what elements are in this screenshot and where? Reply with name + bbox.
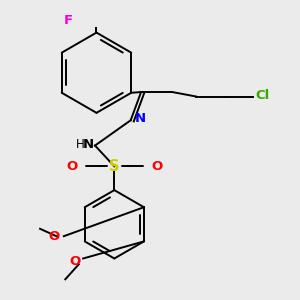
- Text: O: O: [66, 160, 77, 173]
- Text: N: N: [82, 138, 94, 151]
- Text: O: O: [152, 160, 163, 173]
- Text: S: S: [109, 159, 120, 174]
- Text: H: H: [76, 138, 85, 151]
- Text: O: O: [69, 255, 80, 268]
- Text: N: N: [135, 112, 146, 125]
- Text: Cl: Cl: [256, 88, 270, 101]
- Text: F: F: [64, 14, 73, 27]
- Text: O: O: [48, 230, 59, 243]
